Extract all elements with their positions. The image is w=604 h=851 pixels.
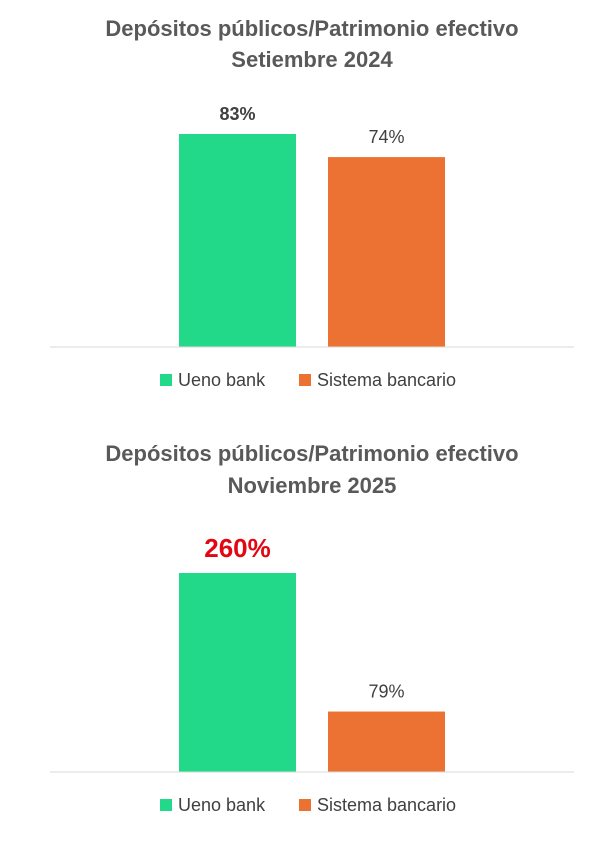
chart-title: Depósitos públicos/Patrimonio efectivo bbox=[105, 16, 518, 41]
bar-sistema-bancario bbox=[328, 157, 445, 347]
chart-title: Depósitos públicos/Patrimonio efectivo bbox=[105, 441, 518, 466]
bar-sistema-bancario bbox=[328, 711, 445, 772]
legend-swatch-ueno-bank bbox=[160, 799, 172, 811]
legend-label-ueno-bank: Ueno bank bbox=[178, 795, 266, 815]
bar-ueno-bank bbox=[179, 134, 296, 347]
data-label-sistema-bancario: 79% bbox=[368, 682, 404, 702]
legend: Ueno bank Sistema bancario bbox=[160, 795, 456, 815]
legend-label-ueno-bank: Ueno bank bbox=[178, 370, 266, 390]
legend-label-sistema-bancario: Sistema bancario bbox=[317, 370, 456, 390]
data-label-ueno-bank: 83% bbox=[219, 104, 255, 124]
data-label-ueno-bank: 260% bbox=[204, 533, 271, 563]
chart-noviembre-2025: Depósitos públicos/Patrimonio efectivo N… bbox=[50, 441, 574, 815]
chart-setiembre-2024: Depósitos públicos/Patrimonio efectivo S… bbox=[50, 16, 574, 390]
legend-label-sistema-bancario: Sistema bancario bbox=[317, 795, 456, 815]
legend-swatch-ueno-bank bbox=[160, 374, 172, 386]
data-label-sistema-bancario: 74% bbox=[368, 127, 404, 147]
legend: Ueno bank Sistema bancario bbox=[160, 370, 456, 390]
legend-swatch-sistema-bancario bbox=[299, 799, 311, 811]
legend-swatch-sistema-bancario bbox=[299, 374, 311, 386]
chart-subtitle: Setiembre 2024 bbox=[231, 47, 393, 72]
chart-subtitle: Noviembre 2025 bbox=[228, 473, 397, 498]
bar-ueno-bank bbox=[179, 573, 296, 772]
